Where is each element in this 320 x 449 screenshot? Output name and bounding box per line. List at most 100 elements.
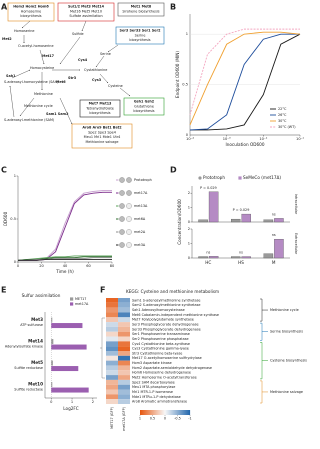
arrow xyxy=(19,97,35,117)
bar xyxy=(51,366,79,372)
heatmap-cell xyxy=(106,312,118,318)
pathway-text: Serine xyxy=(135,33,146,37)
heatmap-cell xyxy=(118,399,130,404)
colorbar-step xyxy=(152,410,154,415)
row-label: Met7 Folylpolyglutamate synthetase xyxy=(132,318,194,322)
heatmap-cell xyxy=(118,355,130,361)
pathway-box xyxy=(71,123,133,149)
heatmap-cell xyxy=(118,346,130,351)
colorbar-step xyxy=(148,410,150,415)
panel-label: E xyxy=(1,286,6,295)
pathway-text: Tetrahydrofolate xyxy=(85,106,114,110)
colorbar-step xyxy=(177,410,179,415)
colorbar-step xyxy=(161,410,163,415)
x-tick-label: HS xyxy=(238,260,244,265)
category-subtitle: Sulfite reductase xyxy=(14,366,43,370)
x-tick-label: 2 xyxy=(92,400,94,404)
row-label: Hom3 Aspartate kinase xyxy=(132,361,172,365)
heatmap-cell xyxy=(118,351,130,356)
y-tick-label: 0 xyxy=(14,260,17,264)
legend-label: met6Δ xyxy=(134,217,146,221)
x-tick-label: 20 xyxy=(39,264,44,268)
line xyxy=(18,257,112,261)
y-axis-label: Endpoint OD600 (MIN) xyxy=(175,51,180,98)
pathway-text: Spe2 Spe3 Spe4 xyxy=(88,130,116,134)
category-label: Met3 xyxy=(31,317,43,322)
pathway-text: Ser3 Ser33 Ser1 Ser2 xyxy=(120,29,162,33)
group-label: Serine biosynthesis xyxy=(270,330,303,334)
colorbar-step xyxy=(171,410,173,415)
pathway-text: biosynthesis xyxy=(89,111,110,115)
row-label: Hom6 Homoserine dehydrogenase xyxy=(132,371,191,375)
arrow xyxy=(107,44,119,53)
row-label: Mri1 MTR-1-P isomerase xyxy=(132,390,173,394)
row-label: Sam2 S-adenosylmethionine synthetase xyxy=(132,303,200,307)
pathway-box xyxy=(117,2,165,17)
colony-icon xyxy=(119,216,125,222)
heatmap-cell xyxy=(106,370,118,376)
heatmap-cell xyxy=(118,360,130,366)
colorbar-step xyxy=(175,410,177,415)
x-axis-label: Log2FC xyxy=(63,406,79,411)
legend-label: Prototroph xyxy=(134,178,152,182)
heatmap-cell xyxy=(118,365,130,371)
row-label: Mde1 MTRu-1-P dehydratase xyxy=(132,395,181,399)
y-tick-label: 1 xyxy=(188,206,190,210)
panel-label: C xyxy=(1,166,7,175)
heatmap-cell xyxy=(106,365,118,371)
significance-label: ns xyxy=(272,233,276,237)
row-label: Aro8 Aromatic aminotransferase xyxy=(132,400,187,404)
colorbar-tick-label: 0 xyxy=(164,417,166,421)
heatmap-cell xyxy=(118,326,130,332)
colorbar-step xyxy=(186,410,188,415)
colorbar-step xyxy=(184,410,186,415)
arrow xyxy=(119,87,131,97)
group-bracket xyxy=(260,298,268,322)
bar xyxy=(51,339,54,345)
metabolite-label: Methionine cycle xyxy=(24,104,53,108)
x-tick-label: 10⁻⁴ xyxy=(186,137,194,141)
x-tick-label: 10⁻² xyxy=(259,137,267,141)
heatmap-cell xyxy=(118,375,130,380)
line xyxy=(189,28,300,115)
metabolite-label: Cystathionine xyxy=(84,68,107,72)
row-label: Met6 Cobalamin-independent methionine sy… xyxy=(132,313,219,317)
metabolite-label: Methionine xyxy=(34,92,53,96)
row-label: Met2 Homoserine O-acetyltransferase xyxy=(132,376,197,380)
line xyxy=(18,191,112,261)
bar xyxy=(51,317,53,323)
x-tick-label: HC xyxy=(205,260,211,265)
pathway-text: Sul1/2 Met3 Met14 xyxy=(68,5,105,9)
colorbar-step xyxy=(179,410,181,415)
bar xyxy=(263,219,274,223)
legend-label: 22°C xyxy=(278,107,287,111)
colorbar-step xyxy=(188,410,190,415)
colorbar-step xyxy=(159,410,161,415)
colorbar-step xyxy=(143,410,145,415)
arrow xyxy=(99,73,109,84)
heatmap-cell xyxy=(106,317,118,323)
group-label: Methionine cycle xyxy=(270,308,299,312)
heatmap-cell xyxy=(118,331,130,337)
colorbar-step xyxy=(173,410,175,415)
colorbar-step xyxy=(151,410,153,415)
row-label: Ser2 Phosphoserine phosphatase xyxy=(132,337,189,341)
row-label: Ser33 Phosphoglycerate dehydrogenase xyxy=(132,327,201,331)
arrow xyxy=(9,85,15,118)
heatmap-cell xyxy=(118,312,130,318)
line xyxy=(17,255,112,261)
colorbar-step xyxy=(187,410,189,415)
pathway-text: biosynthesis xyxy=(20,14,41,18)
legend-label: 30°C xyxy=(278,119,287,123)
group-label: Cysteine biosynthesis xyxy=(270,359,307,363)
x-tick-label: 40 xyxy=(63,264,68,268)
group-bracket xyxy=(260,380,268,404)
bar xyxy=(208,256,219,259)
heatmap-title: KEGG: Cysteine and methionine metabolism xyxy=(126,289,219,294)
x-axis-label: Time (h) xyxy=(55,269,74,274)
pathway-text: Aro8 Aro9 Bat1 Bat2 xyxy=(82,126,122,130)
heatmap-cell xyxy=(106,360,118,366)
bar xyxy=(51,323,83,329)
category-subtitle: ATP sulfurase xyxy=(20,323,43,327)
